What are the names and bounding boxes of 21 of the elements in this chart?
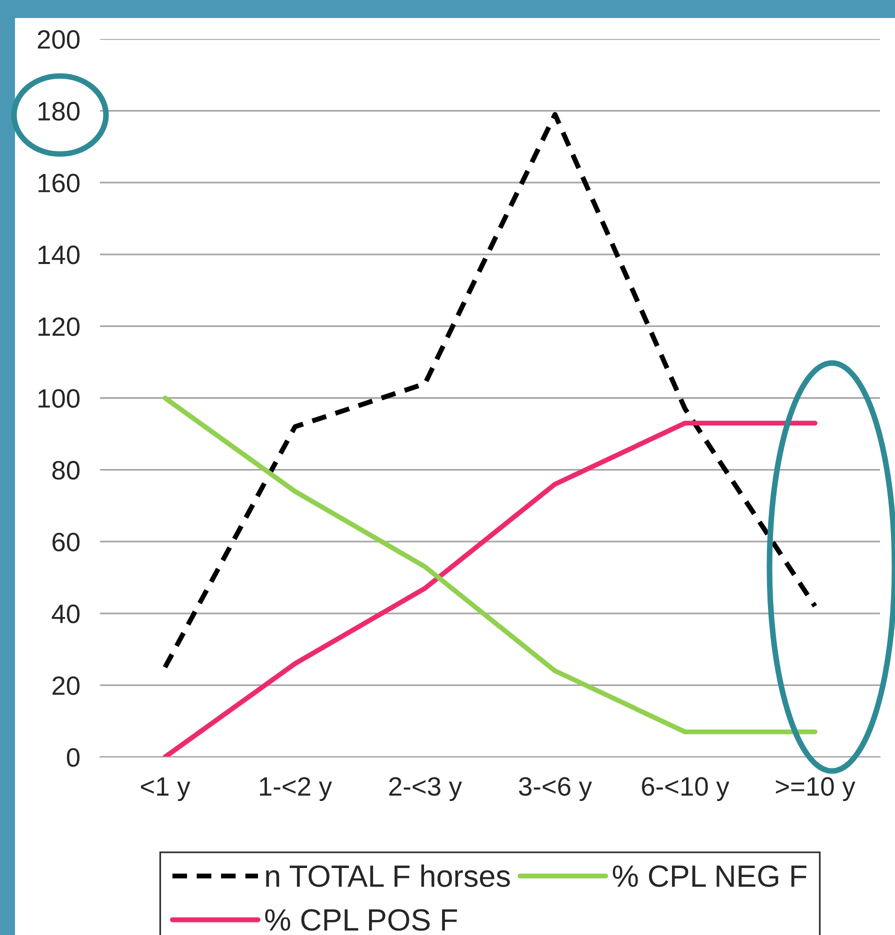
y-tick-label: 200 [38,30,80,49]
x-tick-label: <1 y [140,777,190,802]
y-tick-label: 0 [66,748,80,767]
y-tick-label: 160 [38,174,80,192]
x-tick-label: >=10 y [776,777,856,802]
x-tick-label: 1-<2 y [260,777,332,802]
x-tick-label: 6-<10 y [642,777,730,802]
legend-label: % CPL NEG F [612,865,806,887]
y-tick-label: 60 [52,532,80,552]
y-tick-label: 80 [52,460,80,480]
legend-label: n TOTAL F horses [266,864,510,887]
y-tick-label: 40 [52,604,80,624]
x-tick-label: 2-<3 y [389,777,462,802]
legend-label: % CPL POS F [265,909,457,931]
y-tick-label: 100 [38,389,80,408]
y-tick-label: 20 [52,676,80,696]
y-tick-label: 120 [38,317,80,336]
y-tick-label: 180 [38,102,80,121]
x-tick-label: 3-<6 y [518,777,592,802]
line-series [162,112,818,670]
y-tick-label: 140 [38,246,80,264]
